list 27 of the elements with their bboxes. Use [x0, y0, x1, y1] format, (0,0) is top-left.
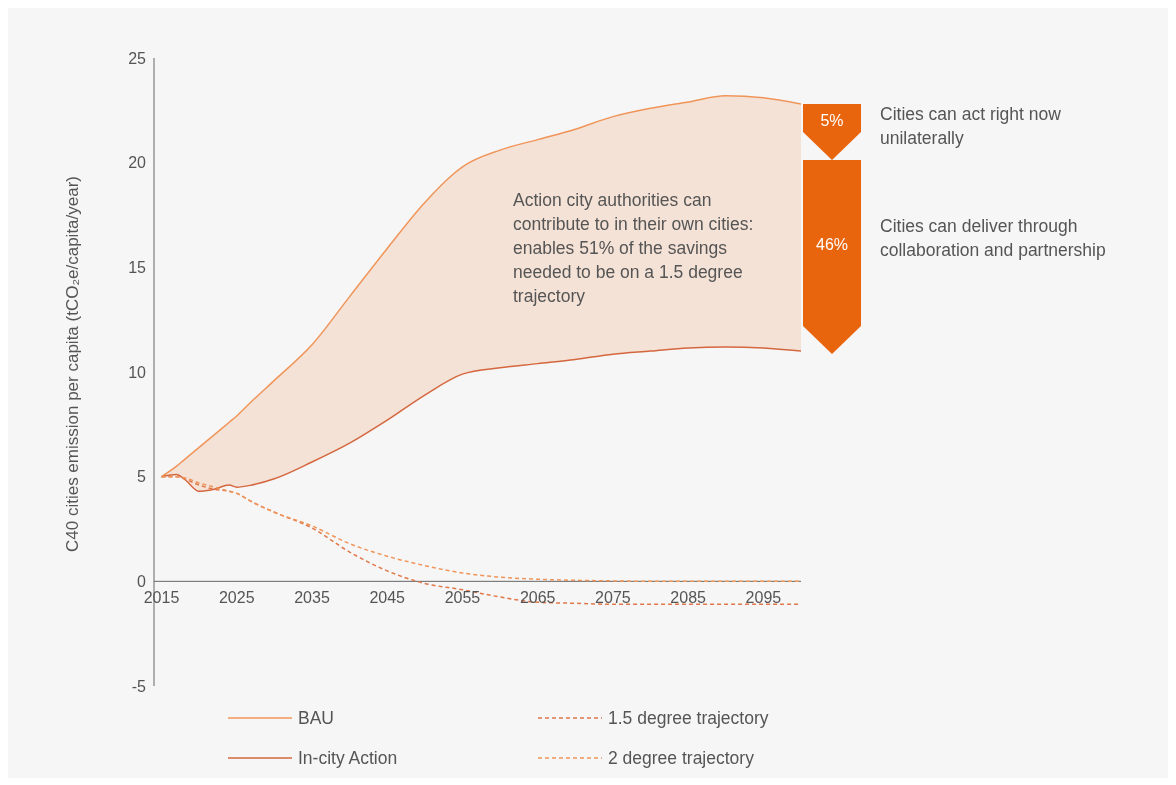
y-axis-title: C40 cities emission per capita (tCO₂e/capita/year) [63, 175, 83, 552]
legend-label: In-city Action [298, 747, 398, 769]
text: Cities can act right now unilaterally [880, 103, 1062, 150]
y-tick-label: 15 [128, 259, 147, 277]
annotation: Action city authorities can contribute to in their own cities: enables 51% of the savings needed to be on a 1.5 degree trajectory [513, 189, 755, 308]
x-tick-label: 2065 [519, 589, 556, 607]
y-tick-label: 10 [128, 363, 147, 381]
x-tick-label: 2025 [218, 589, 255, 607]
x-tick-label: 2015 [143, 589, 180, 607]
y-tick-label: 5 [137, 468, 147, 486]
text: Cities can deliver through collaboration and partnership [880, 215, 1107, 262]
y-tick-label: 20 [128, 154, 147, 172]
y-tick-label: 0 [137, 573, 147, 591]
legend-label: 1.5 degree trajectory [608, 707, 769, 729]
x-tick-label: 2045 [369, 589, 406, 607]
line-series [160, 346, 801, 493]
x-tick-label: 2075 [595, 589, 631, 607]
x-tick-label: 2055 [444, 589, 481, 607]
x-tick-label: 2095 [745, 589, 782, 607]
legend-label: BAU [298, 707, 334, 729]
x-tick-label: 2035 [294, 589, 330, 607]
y-tick-label: 25 [128, 49, 147, 67]
text: 5% [819, 112, 845, 130]
x-tick-label: 2085 [670, 589, 707, 607]
legend-label: 2 degree trajectory [608, 747, 754, 769]
text: 46% [815, 236, 849, 254]
y-tick-label: -5 [131, 677, 147, 695]
